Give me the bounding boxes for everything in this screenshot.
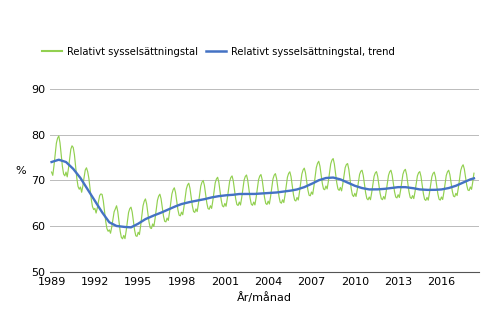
Y-axis label: %: % xyxy=(15,166,26,176)
X-axis label: År/månad: År/månad xyxy=(237,292,292,303)
Legend: Relativt sysselsättningstal, Relativt sysselsättningstal, trend: Relativt sysselsättningstal, Relativt sy… xyxy=(38,43,399,60)
